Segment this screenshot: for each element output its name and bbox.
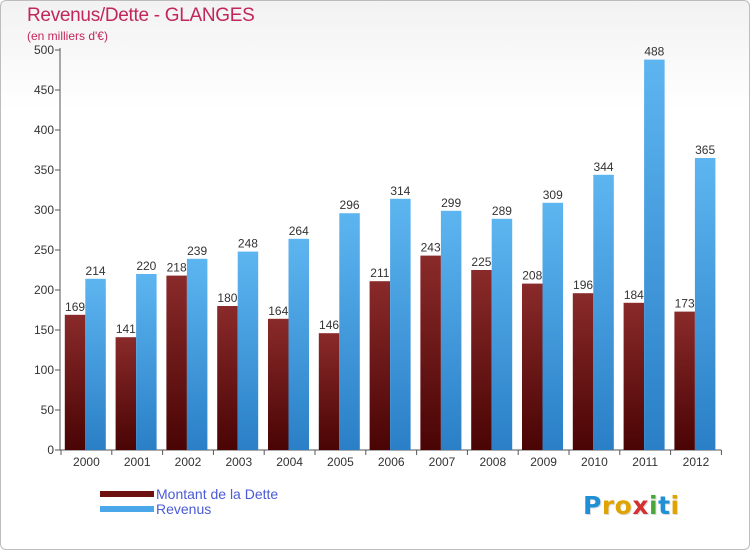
bar-dette	[217, 306, 238, 450]
legend-item-dette: Montant de la Dette	[100, 486, 278, 502]
legend-item-revenus: Revenus	[100, 501, 211, 517]
y-tick-label: 400	[34, 123, 54, 137]
logo-letter: o	[614, 491, 633, 520]
data-label-revenus: 309	[543, 188, 563, 202]
y-tick-label: 300	[34, 203, 54, 217]
x-tick-label: 2012	[683, 455, 710, 469]
data-label-dette: 164	[268, 304, 288, 318]
bar-dette	[420, 255, 441, 450]
x-tick-label: 2003	[225, 455, 252, 469]
data-label-dette: 243	[421, 241, 441, 255]
bar-dette	[166, 275, 187, 450]
logo-letter: P	[583, 491, 602, 520]
data-label-revenus: 488	[644, 45, 664, 59]
x-tick-label: 2006	[378, 455, 405, 469]
data-label-revenus: 365	[695, 143, 715, 157]
y-tick-label: 450	[34, 83, 54, 97]
x-tick-label: 2008	[479, 455, 506, 469]
data-label-revenus: 296	[340, 198, 360, 212]
bar-revenus	[136, 274, 157, 450]
data-label-revenus: 299	[441, 196, 461, 210]
data-label-revenus: 314	[390, 184, 410, 198]
x-tick-label: 2010	[581, 455, 608, 469]
bar-dette	[369, 281, 391, 450]
x-tick-label: 2005	[327, 455, 354, 469]
logo-letter: r	[601, 491, 615, 520]
bar-dette	[318, 333, 340, 450]
bar-revenus	[694, 158, 716, 450]
logo-letter: i	[670, 491, 680, 520]
x-tick-label: 2001	[124, 455, 151, 469]
bar-dette	[522, 283, 543, 450]
bar-revenus	[644, 59, 665, 450]
data-label-dette: 218	[167, 261, 187, 275]
bar-dette	[64, 314, 86, 450]
data-label-dette: 173	[675, 297, 695, 311]
data-label-revenus: 214	[86, 264, 106, 278]
bar-dette	[623, 302, 645, 450]
y-tick-label: 100	[34, 363, 54, 377]
chart-title: Revenus/Dette - GLANGES	[27, 5, 255, 26]
data-label-revenus: 264	[289, 224, 309, 238]
bar-revenus	[440, 210, 462, 450]
bar-dette	[674, 311, 695, 450]
x-tick-label: 2002	[175, 455, 202, 469]
bar-revenus	[339, 213, 360, 450]
y-tick-label: 0	[47, 443, 54, 457]
bar-dette	[115, 337, 137, 450]
data-label-revenus: 239	[187, 244, 207, 258]
y-tick-label: 150	[34, 323, 54, 337]
logo-letter: x	[632, 491, 649, 520]
y-tick-label: 200	[34, 283, 54, 297]
data-label-dette: 211	[370, 266, 389, 280]
legend-swatch-dette	[100, 491, 154, 497]
legend-label-revenus: Revenus	[156, 501, 212, 517]
data-label-revenus: 248	[238, 237, 258, 251]
x-tick-label: 2011	[632, 455, 658, 469]
bar-revenus	[288, 238, 309, 450]
x-tick-label: 2009	[530, 455, 557, 469]
bar-dette	[471, 270, 492, 450]
data-label-dette: 208	[522, 269, 542, 283]
logo-letter: t	[658, 491, 671, 520]
data-label-dette: 184	[624, 288, 644, 302]
data-label-dette: 196	[573, 278, 593, 292]
legend-label-dette: Montant de la Dette	[156, 486, 279, 502]
y-tick-label: 250	[34, 243, 54, 257]
y-tick-label: 350	[34, 163, 54, 177]
bar-revenus	[491, 218, 513, 450]
bar-revenus	[542, 202, 563, 450]
data-label-revenus: 220	[136, 259, 156, 273]
x-tick-label: 2004	[276, 455, 303, 469]
bar-revenus	[85, 278, 106, 450]
data-label-dette: 180	[217, 291, 237, 305]
logo-letter: i	[649, 491, 659, 520]
data-label-revenus: 344	[594, 160, 614, 174]
data-label-revenus: 289	[492, 204, 512, 218]
bar-revenus	[390, 198, 411, 450]
y-tick-label: 50	[41, 403, 55, 417]
legend-swatch-revenus	[100, 506, 154, 512]
bar-revenus	[186, 258, 208, 450]
chart-subtitle: (en milliers d'€)	[27, 29, 108, 43]
data-label-dette: 141	[116, 322, 136, 336]
bar-dette	[572, 293, 594, 450]
bar-dette	[268, 318, 289, 450]
y-tick-label: 500	[34, 43, 54, 57]
x-tick-label: 2007	[429, 455, 456, 469]
proxiti-logo: Proxiti	[583, 491, 680, 520]
bar-revenus	[237, 251, 259, 450]
x-tick-label: 2000	[73, 455, 100, 469]
bar-revenus	[593, 174, 614, 451]
data-label-dette: 169	[65, 300, 85, 314]
data-label-dette: 225	[471, 255, 491, 269]
data-label-dette: 146	[319, 318, 339, 332]
